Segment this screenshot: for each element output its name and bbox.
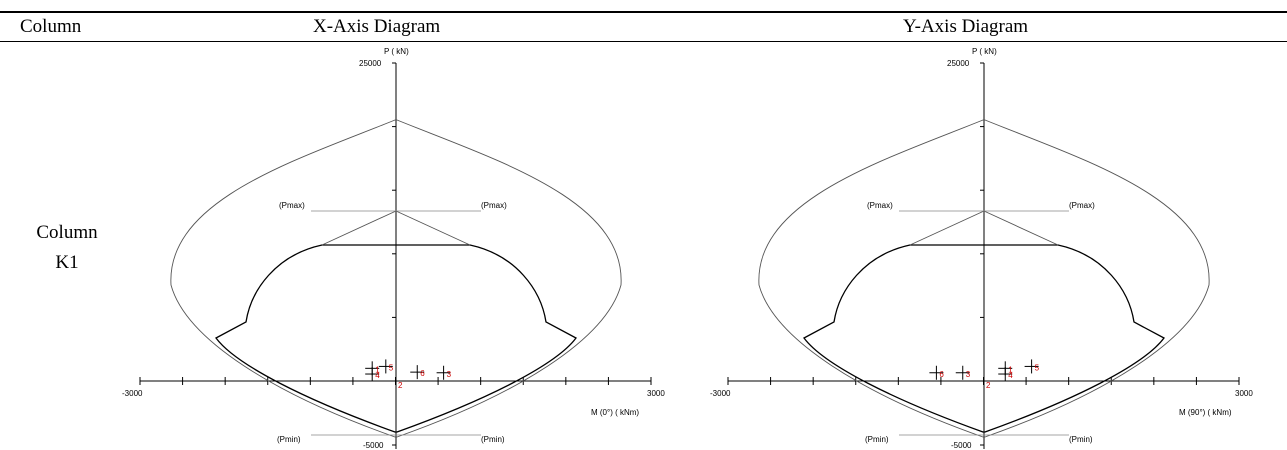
load-point-label: 4 <box>375 371 380 380</box>
load-point-label: 5 <box>1035 363 1040 372</box>
m-left-tick-label: -3000 <box>122 389 143 398</box>
header-y-axis-diagram: Y-Axis Diagram <box>903 16 1029 37</box>
load-point-label: 4 <box>1008 371 1013 380</box>
header-column: Column <box>20 16 82 37</box>
diagram-y: P ( kN)25000 -5000 -3000 3000 M (90°) ( kNm)… <box>710 47 1253 450</box>
design-capacity-curve <box>803 244 1165 433</box>
table-top-rule <box>0 11 1287 13</box>
origin-load-label: 2 <box>986 381 991 390</box>
load-point-6: 6 <box>929 365 944 380</box>
load-point-3: 3 <box>436 365 452 380</box>
header-rule <box>0 41 1287 42</box>
load-point-5: 5 <box>378 359 394 374</box>
p-axis-label: P ( kN) <box>384 47 409 56</box>
p-bottom-tick-label: -5000 <box>363 441 384 450</box>
p-axis-label: P ( kN) <box>972 47 997 56</box>
pmax-label-right: (Pmax) <box>481 201 507 210</box>
pmax-label-left: (Pmax) <box>279 201 305 210</box>
load-point-label: 5 <box>389 363 394 372</box>
load-point-label: 3 <box>447 370 452 379</box>
nominal-capacity-curve <box>758 119 1210 438</box>
m-axis-label: M (0°) ( kNm) <box>591 408 639 417</box>
pmax-label-left: (Pmax) <box>867 201 893 210</box>
pmin-label-left: (Pmin) <box>277 435 301 444</box>
m-right-tick-label: 3000 <box>1235 389 1253 398</box>
nominal-capacity-curve <box>170 119 622 438</box>
m-left-tick-label: -3000 <box>710 389 731 398</box>
pmax-cutoff-slope-right <box>395 210 471 246</box>
load-point-3: 3 <box>955 365 971 380</box>
p-bottom-tick-label: -5000 <box>951 441 972 450</box>
load-point-label: 6 <box>939 370 944 379</box>
row-label-column-k1: Column K1 <box>22 218 112 278</box>
load-point-5: 5 <box>1024 359 1040 374</box>
origin-load-label: 2 <box>398 381 403 390</box>
m-axis-label: M (90°) ( kNm) <box>1179 408 1232 417</box>
load-point-label: 3 <box>966 370 971 379</box>
p-top-tick-label: 25000 <box>359 59 382 68</box>
pmax-cutoff-slope-left <box>909 210 985 246</box>
load-point-6: 6 <box>410 365 425 380</box>
pmin-label-right: (Pmin) <box>1069 435 1093 444</box>
load-point-label: 1 <box>1008 365 1013 374</box>
load-point-4: 4 <box>365 367 380 382</box>
design-capacity-curve <box>215 244 577 433</box>
load-point-label: 1 <box>375 365 380 374</box>
header-x-axis-diagram: X-Axis Diagram <box>313 16 441 37</box>
pmax-cutoff-slope-right <box>983 210 1059 246</box>
pmax-cutoff-slope-left <box>321 210 397 246</box>
pmin-label-right: (Pmin) <box>481 435 505 444</box>
diagram-x: P ( kN)25000 -5000 -3000 3000 M (0°) ( kNm) (… <box>122 47 665 450</box>
pmax-label-right: (Pmax) <box>1069 201 1095 210</box>
pmin-label-left: (Pmin) <box>865 435 889 444</box>
load-point-4: 4 <box>998 367 1013 382</box>
m-right-tick-label: 3000 <box>647 389 665 398</box>
row-label-line2: K1 <box>55 252 79 273</box>
load-point-label: 6 <box>420 369 425 378</box>
row-label-line1: Column <box>36 222 98 243</box>
p-top-tick-label: 25000 <box>947 59 970 68</box>
